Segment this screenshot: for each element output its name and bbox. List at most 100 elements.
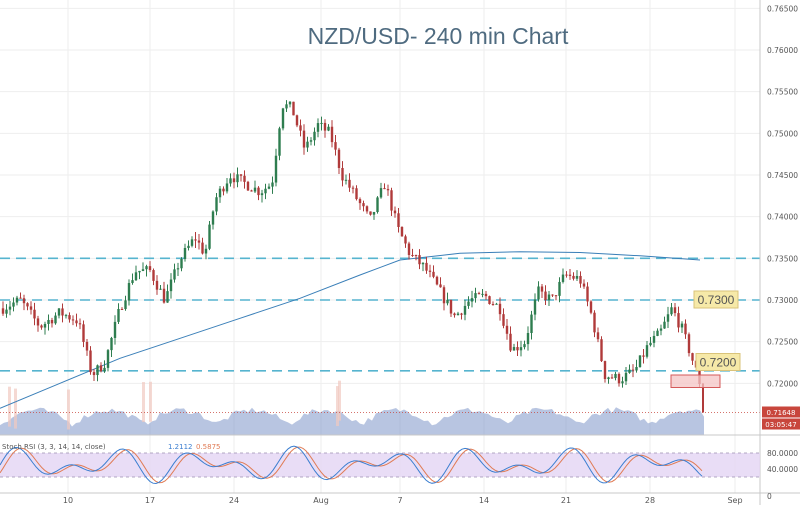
- y-tick-label: 0.75000: [767, 129, 798, 138]
- stoch-d-value: 0.5875: [196, 443, 221, 451]
- y-tick-label: 0.72500: [767, 338, 798, 347]
- candle-body: [323, 122, 327, 131]
- candle-body: [530, 314, 533, 334]
- candle-body: [432, 271, 435, 277]
- candle-body: [358, 199, 362, 204]
- candle-body: [64, 315, 68, 317]
- candle-body: [603, 361, 607, 380]
- candle-body: [551, 294, 554, 296]
- candle-body: [558, 281, 561, 296]
- candle-body: [239, 174, 243, 176]
- candle-body: [376, 197, 379, 213]
- candle-body: [264, 188, 267, 194]
- candle-body: [365, 206, 369, 212]
- volume-spike: [142, 382, 145, 423]
- candle-body: [320, 122, 323, 124]
- grid-layer: [0, 0, 760, 493]
- volume-spike: [67, 389, 70, 430]
- y-tick-label: 0.73500: [767, 254, 798, 263]
- candle-body: [246, 181, 250, 191]
- candle-body: [306, 141, 309, 148]
- candle-body: [439, 284, 442, 288]
- candle-body: [400, 226, 404, 237]
- candle-body: [341, 168, 344, 181]
- candle-body: [614, 373, 617, 379]
- candle-body: [596, 332, 600, 340]
- candle-body: [120, 308, 124, 310]
- annotation-layer: 0.7300 0.7200: [693, 290, 741, 371]
- candle-body: [435, 276, 439, 285]
- candle-body: [463, 305, 467, 315]
- candle-body: [148, 266, 152, 271]
- candle-body: [78, 323, 82, 325]
- candle-body: [152, 270, 155, 281]
- candle-body: [232, 178, 236, 183]
- candle-body: [428, 270, 432, 272]
- annotation-label: 0.7200: [700, 356, 737, 370]
- candle-body: [568, 274, 572, 276]
- candle-body: [687, 334, 691, 354]
- zone-layer: [670, 374, 721, 388]
- candle-body: [481, 293, 484, 295]
- candle-body: [512, 347, 516, 351]
- candle-body: [281, 108, 285, 129]
- candle-body: [635, 367, 638, 371]
- candle-body: [33, 309, 36, 319]
- candle-body: [12, 302, 15, 307]
- candle-body: [337, 149, 341, 169]
- candle-body: [421, 262, 425, 265]
- candle-body: [278, 128, 281, 156]
- stoch-tick-label: 40.0000: [767, 465, 798, 474]
- volume-spike: [336, 386, 339, 427]
- candle-body: [656, 330, 659, 336]
- candle-body: [449, 299, 453, 314]
- volume-spike: [14, 388, 17, 429]
- volume-spike: [338, 380, 341, 421]
- stoch-d-line: [0, 446, 703, 484]
- candle-body: [351, 187, 355, 189]
- candle-body: [334, 142, 337, 150]
- price-tag: [762, 406, 800, 418]
- y-tick-label: 0.72000: [767, 379, 798, 388]
- candle-body: [208, 224, 211, 249]
- candle-body: [544, 291, 547, 301]
- candle-body: [607, 377, 610, 380]
- candle-body: [386, 189, 390, 191]
- candle-body: [673, 307, 677, 314]
- candle-body: [267, 186, 271, 189]
- candle-body: [204, 248, 208, 254]
- candle-body: [348, 179, 351, 188]
- y-tick-label: 0.76500: [767, 4, 798, 13]
- candle-body: [40, 325, 43, 328]
- volume-layer: [0, 380, 704, 435]
- x-tick-label: 24: [229, 496, 239, 505]
- candle-body: [575, 275, 579, 279]
- y-tick-label: 0.73000: [767, 296, 798, 305]
- candle-body: [411, 254, 414, 256]
- candle-body: [166, 291, 169, 303]
- candle-body: [68, 315, 71, 320]
- candle-body: [572, 275, 575, 279]
- volume-area: [0, 407, 704, 435]
- candle-body: [474, 293, 477, 299]
- candle-body: [414, 255, 418, 257]
- moving-average-layer: [0, 251, 701, 409]
- candle-body: [43, 323, 47, 328]
- annotation-label: 0.7300: [698, 293, 735, 307]
- candle-body: [71, 319, 75, 321]
- stoch-tick-label: 80.0000: [767, 449, 798, 458]
- candle-body: [456, 313, 460, 316]
- stoch-tick-label: 0: [767, 492, 772, 501]
- candle-body: [638, 355, 642, 368]
- candle-body: [467, 301, 470, 306]
- candle-body: [684, 323, 687, 335]
- candle-body: [15, 297, 19, 303]
- annotation-box: [695, 353, 741, 371]
- candle-body: [470, 298, 474, 302]
- candle-body: [621, 381, 624, 384]
- candle-body: [362, 203, 365, 207]
- countdown-tag: [762, 418, 800, 430]
- candle-body: [670, 307, 673, 315]
